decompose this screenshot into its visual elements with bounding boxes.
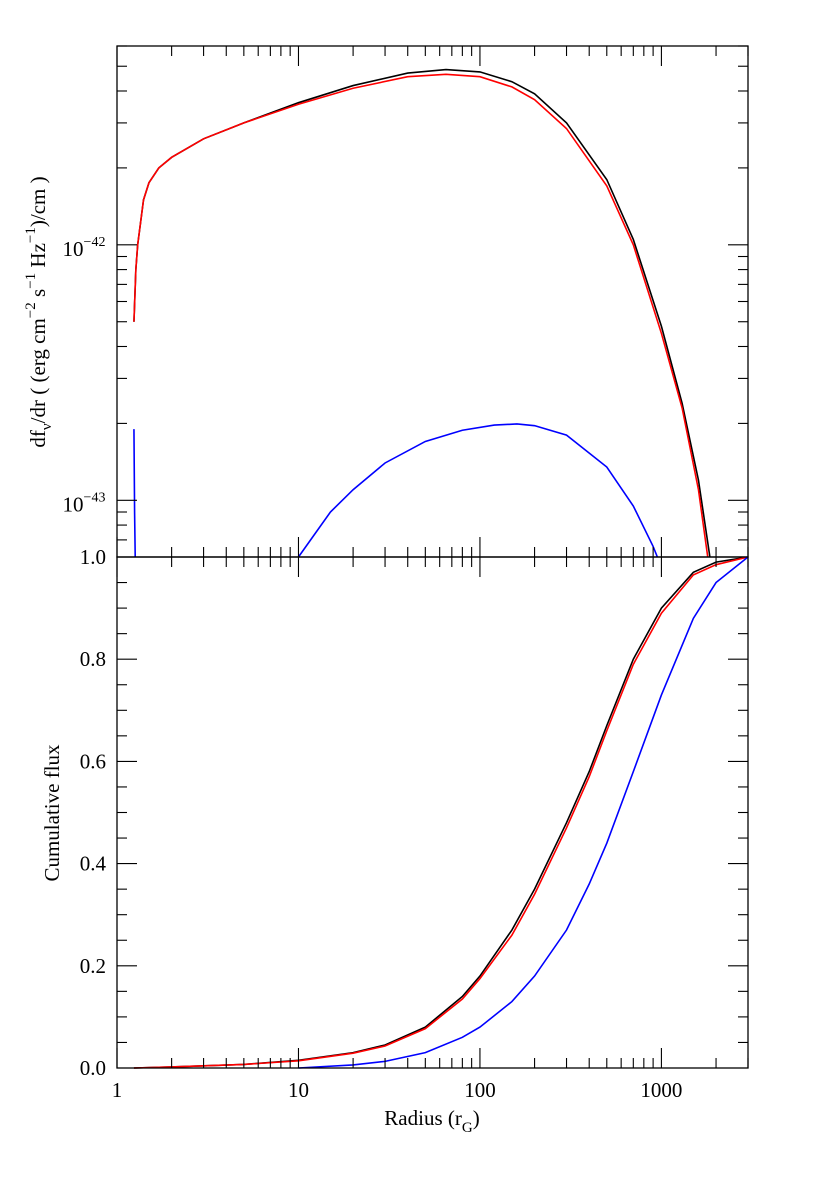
x-tick-label: 10	[288, 1078, 309, 1102]
x-tick-labels: 1 10 100 1000	[112, 1078, 683, 1102]
bottom-series-line-1	[133, 556, 749, 1069]
bottom-ticks	[116, 556, 749, 1069]
bottom-series-line-2	[298, 556, 749, 1069]
bottom-y-tick-labels: 0.0 0.2 0.4 0.6 0.8 1.0	[80, 545, 107, 1080]
x-tick-label: 100	[464, 1078, 496, 1102]
top-ticks	[116, 45, 749, 557]
bottom-y-axis-label: Cumulative flux	[40, 744, 64, 882]
top-y-tick-label: 10−43	[63, 490, 106, 516]
x-axis-label: Radius (rG)	[384, 1106, 479, 1136]
top-curves	[133, 68, 711, 558]
x-tick-label: 1	[112, 1078, 123, 1102]
bottom-y-tick-label: 1.0	[80, 545, 106, 569]
bottom-y-tick-label: 0.8	[80, 647, 106, 671]
bottom-panel: 0.0 0.2 0.4 0.6 0.8 1.0 1 10 100 1000 Cumulative…	[40, 545, 749, 1136]
top-y-tick-labels: 10−42 10−43	[63, 235, 106, 516]
x-tick-label: 1000	[640, 1078, 682, 1102]
bottom-curves	[133, 556, 749, 1069]
top-series-line-3	[133, 429, 137, 558]
top-series-line-2	[297, 423, 659, 558]
top-panel: 10−42 10−43 dfν/dr ( (erg cm−2 s−1 Hz−1)/…	[23, 45, 749, 558]
bottom-series-line-0	[133, 556, 749, 1069]
bottom-y-tick-label: 0.2	[80, 954, 106, 978]
top-series-line-1	[133, 73, 709, 558]
top-y-axis-label: dfν/dr ( (erg cm−2 s−1 Hz−1)/cm )	[23, 176, 55, 447]
top-y-tick-label: 10−42	[63, 235, 106, 261]
top-series-line-0	[133, 68, 711, 558]
bottom-y-tick-label: 0.4	[80, 852, 107, 876]
bottom-y-tick-label: 0.0	[80, 1056, 106, 1080]
bottom-y-tick-label: 0.6	[80, 749, 106, 773]
bottom-panel-frame	[116, 556, 749, 1069]
